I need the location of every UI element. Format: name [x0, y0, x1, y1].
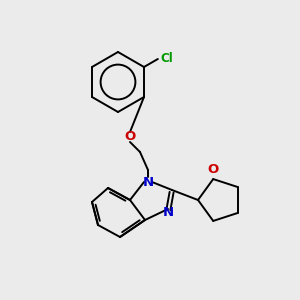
Text: N: N	[142, 176, 154, 188]
Text: Cl: Cl	[161, 52, 174, 65]
Text: N: N	[162, 206, 174, 218]
Text: O: O	[124, 130, 136, 143]
Text: O: O	[208, 163, 219, 176]
